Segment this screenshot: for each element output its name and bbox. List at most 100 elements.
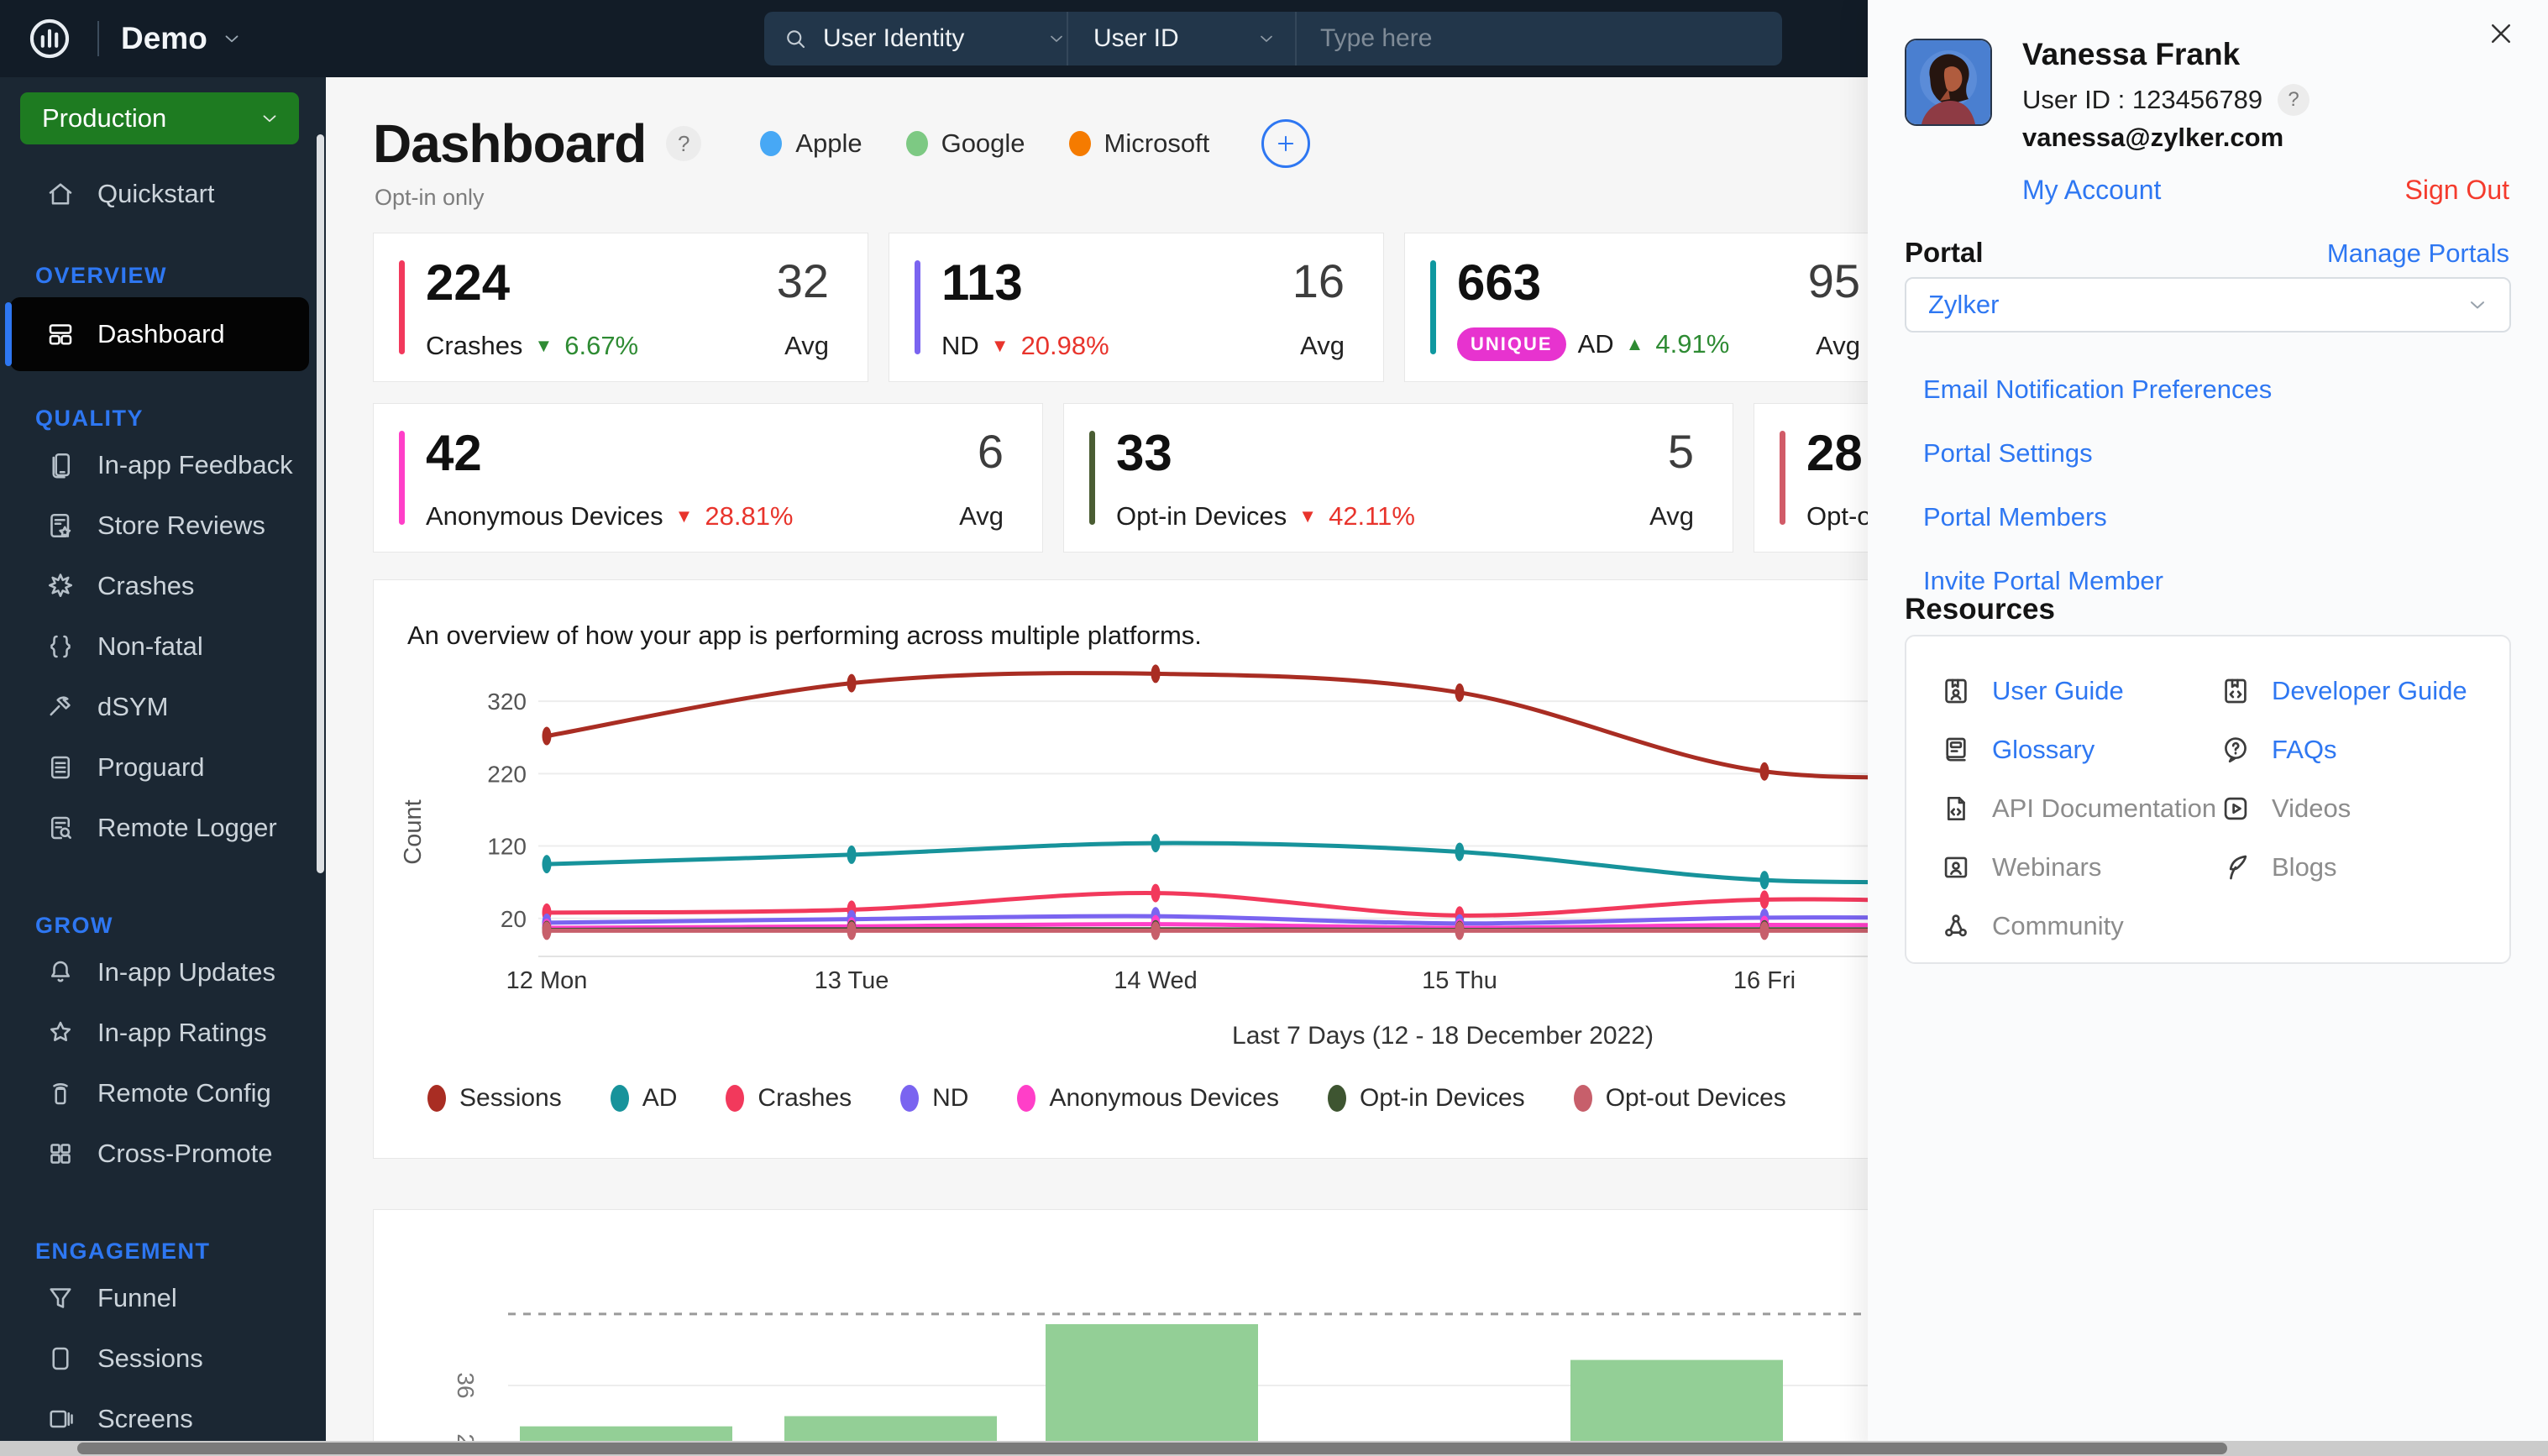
- svg-text:36: 36: [453, 1372, 479, 1398]
- sidebar-item-dsym[interactable]: dSYM: [0, 677, 326, 737]
- stat-avg-value: 16: [1292, 254, 1345, 307]
- legend-item-opt-in-devices[interactable]: Opt-in Devices: [1327, 1084, 1525, 1113]
- resource-link-glossary[interactable]: Glossary: [1940, 734, 2220, 766]
- legend-item-sessions[interactable]: Sessions: [427, 1084, 562, 1113]
- sidebar-item-store-reviews[interactable]: Store Reviews: [0, 495, 326, 556]
- portal-link-email-notification-preferences[interactable]: Email Notification Preferences: [1923, 374, 2273, 404]
- resource-link-user-guide[interactable]: User Guide: [1940, 675, 2220, 707]
- sidebar-item-remote-config[interactable]: Remote Config: [0, 1063, 326, 1123]
- legend-item-crashes[interactable]: Crashes: [726, 1084, 852, 1113]
- sidebar-item-label: Quickstart: [97, 179, 215, 208]
- sidebar-item-quickstart[interactable]: Quickstart: [0, 165, 326, 223]
- delta-arrow-icon: ▼: [990, 335, 1009, 356]
- portal-link-portal-settings[interactable]: Portal Settings: [1923, 438, 2093, 468]
- search-category-dropdown[interactable]: User Identity: [823, 24, 1067, 53]
- stat-card-opt-in-devices[interactable]: 33 Opt-in Devices ▼ 42.11% 5 Avg: [1063, 403, 1733, 553]
- svg-text:16 Fri: 16 Fri: [1733, 967, 1796, 994]
- plus-icon: [1278, 135, 1294, 152]
- sidebar-item-in-app-updates[interactable]: In-app Updates: [0, 942, 326, 1003]
- horizontal-scrollbar-thumb[interactable]: [77, 1443, 2227, 1454]
- resource-link-blogs[interactable]: Blogs: [2220, 851, 2499, 883]
- portal-link-portal-members[interactable]: Portal Members: [1923, 502, 2107, 532]
- stat-avg-value: 5: [1667, 425, 1694, 478]
- resource-link-developer-guide[interactable]: Developer Guide: [2220, 675, 2499, 707]
- stat-avg-label: Avg: [1300, 331, 1345, 360]
- sidebar-item-sessions[interactable]: Sessions: [0, 1328, 326, 1389]
- stat-avg-value: 32: [776, 254, 829, 307]
- environment-selector[interactable]: Production: [20, 92, 299, 144]
- sidebar-item-remote-logger[interactable]: Remote Logger: [0, 798, 326, 858]
- sidebar-item-screens[interactable]: Screens: [0, 1389, 326, 1449]
- platform-dot: [760, 131, 783, 156]
- add-platform-button[interactable]: [1261, 119, 1311, 168]
- sidebar-item-non-fatal[interactable]: Non-fatal: [0, 616, 326, 677]
- resource-link-webinars[interactable]: Webinars: [1940, 851, 2220, 883]
- sidebar-item-cross-promote[interactable]: Cross-Promote: [0, 1123, 326, 1184]
- user-id-help-badge[interactable]: ?: [2278, 84, 2310, 116]
- sidebar-item-crashes[interactable]: Crashes: [0, 556, 326, 616]
- stat-card-anonymous-devices[interactable]: 42 Anonymous Devices ▼ 28.81% 6 Avg: [373, 403, 1043, 553]
- portal-select[interactable]: Zylker: [1905, 277, 2511, 333]
- help-badge[interactable]: ?: [666, 126, 702, 161]
- faq-icon: [2225, 737, 2247, 763]
- platform-label: Apple: [795, 128, 862, 158]
- sidebar-item-in-app-feedback[interactable]: In-app Feedback: [0, 435, 326, 495]
- platform-chip-google[interactable]: Google: [905, 128, 1025, 159]
- resource-link-api-documentation[interactable]: API Documentation: [1940, 793, 2220, 825]
- platform-dot: [1068, 131, 1091, 156]
- sign-out-link[interactable]: Sign Out: [2404, 175, 2509, 205]
- sidebar-item-label: Cross-Promote: [97, 1139, 273, 1168]
- svg-text:14 Wed: 14 Wed: [1114, 967, 1197, 994]
- legend-dot: [1017, 1085, 1036, 1112]
- sidebar-item-dashboard[interactable]: Dashboard: [5, 297, 309, 371]
- resource-link-videos[interactable]: Videos: [2220, 793, 2499, 825]
- portal-link-invite-portal-member[interactable]: Invite Portal Member: [1923, 566, 2163, 595]
- doc-lines-icon: [50, 756, 71, 779]
- legend-item-anonymous-devices[interactable]: Anonymous Devices: [1017, 1084, 1279, 1113]
- manage-portals-link[interactable]: Manage Portals: [2326, 238, 2509, 268]
- platform-chip-apple[interactable]: Apple: [760, 128, 862, 159]
- sidebar-item-label: Remote Logger: [97, 813, 277, 842]
- legend-label: Opt-out Devices: [1605, 1084, 1786, 1112]
- sidebar-item-in-app-ratings[interactable]: In-app Ratings: [0, 1003, 326, 1063]
- stat-card-crashes[interactable]: 224 Crashes ▼ 6.67% 32 Avg: [373, 233, 868, 382]
- platform-label: Google: [941, 128, 1025, 158]
- svg-text:Count: Count: [400, 799, 427, 864]
- resource-link-community[interactable]: Community: [1940, 910, 2220, 942]
- quill-icon: [2229, 855, 2247, 880]
- horizontal-scrollbar-track[interactable]: [0, 1441, 2548, 1456]
- resource-label: API Documentation: [1992, 793, 2217, 823]
- sidebar-item-proguard[interactable]: Proguard: [0, 737, 326, 798]
- legend-item-nd[interactable]: ND: [900, 1084, 968, 1113]
- portal-links: Email Notification Preferences Portal Set…: [1923, 374, 2272, 596]
- stat-avg-label: Avg: [1649, 501, 1694, 531]
- search-input[interactable]: [1297, 24, 1683, 53]
- search-field-dropdown[interactable]: User ID: [1068, 24, 1295, 53]
- session-icon: [52, 1347, 69, 1370]
- stat-card-ad[interactable]: 663 UNIQUE AD ▲ 4.91% 95 Avg: [1404, 233, 1900, 382]
- search-category-value: User Identity: [823, 24, 965, 52]
- app-logo-icon[interactable]: [25, 14, 74, 63]
- platform-chip-microsoft[interactable]: Microsoft: [1068, 128, 1209, 159]
- resource-link-faqs[interactable]: FAQs: [2220, 734, 2499, 766]
- sidebar-scrollbar[interactable]: [317, 134, 324, 873]
- user-name: Vanessa Frank: [2022, 37, 2241, 71]
- sidebar-item-funnel[interactable]: Funnel: [0, 1268, 326, 1328]
- resources-heading: Resources: [1905, 593, 2055, 626]
- stat-avg-label: Avg: [959, 501, 1004, 531]
- resource-label: Videos: [2272, 793, 2351, 823]
- star-icon: [50, 1021, 71, 1041]
- card-accent-bar: [399, 431, 405, 525]
- legend-item-ad[interactable]: AD: [610, 1084, 677, 1113]
- avatar[interactable]: [1905, 39, 1992, 126]
- my-account-link[interactable]: My Account: [2022, 175, 2162, 205]
- legend-item-opt-out-devices[interactable]: Opt-out Devices: [1573, 1084, 1786, 1113]
- close-icon[interactable]: [2486, 18, 2516, 49]
- home-icon: [45, 179, 76, 209]
- stat-value: 33: [1116, 425, 1172, 481]
- stat-label: ND: [941, 331, 979, 360]
- stat-value: 663: [1457, 254, 1542, 311]
- project-menu[interactable]: Demo: [121, 21, 243, 56]
- stat-card-nd[interactable]: 113 ND ▼ 20.98% 16 Avg: [889, 233, 1384, 382]
- home-icon: [49, 183, 72, 205]
